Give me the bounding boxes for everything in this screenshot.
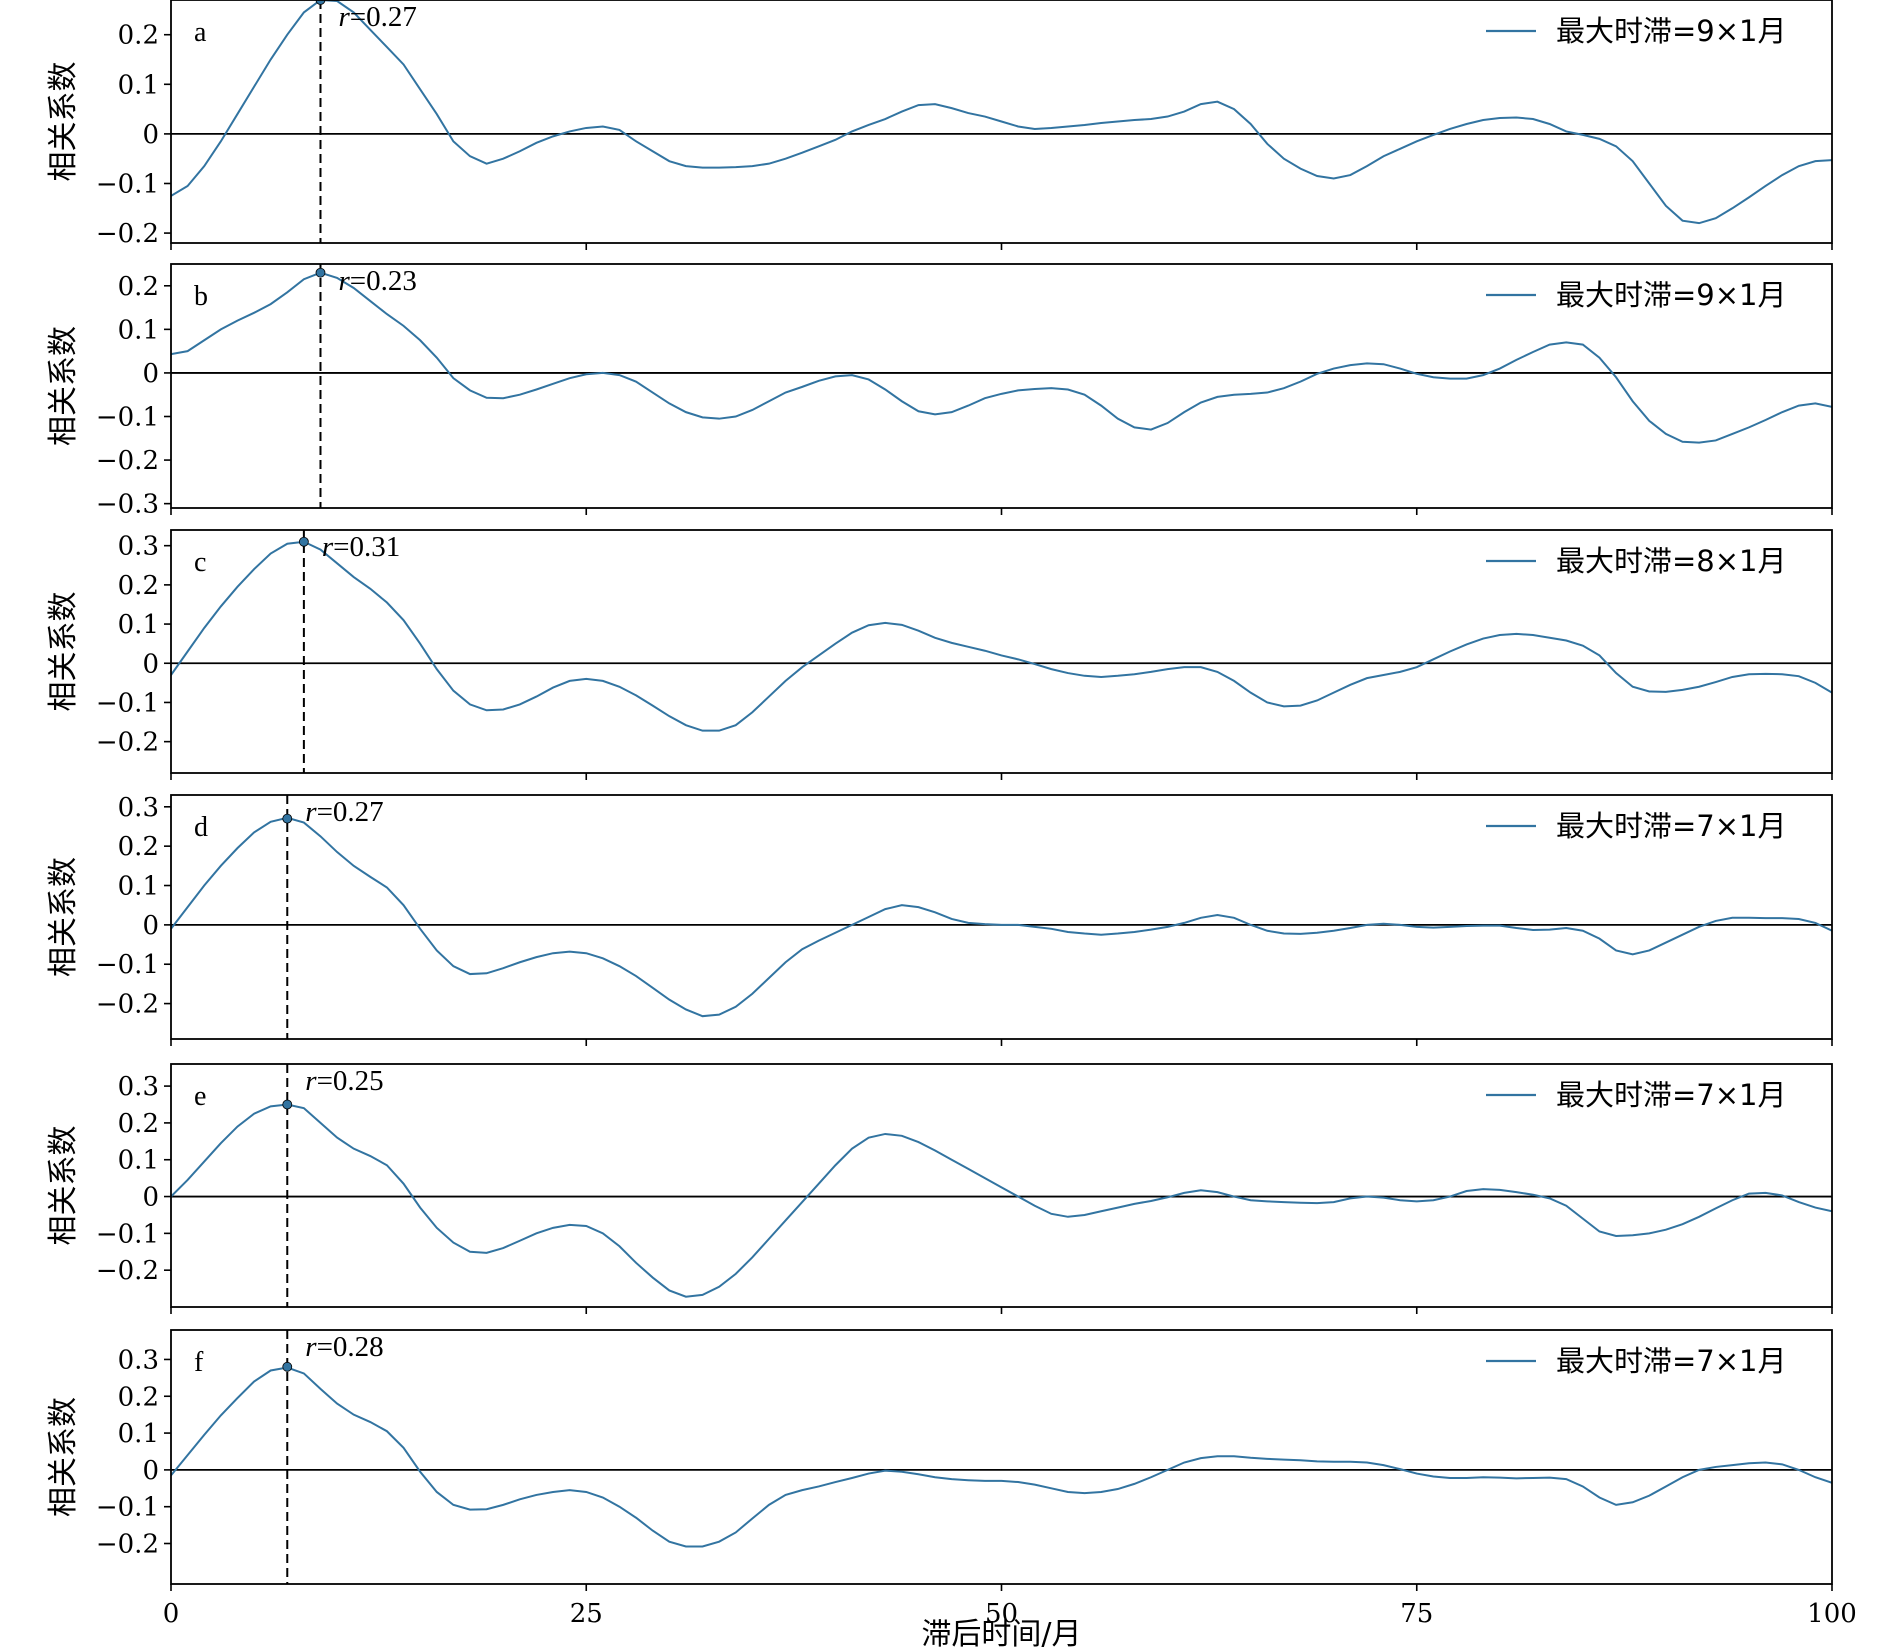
panel-b: 0.2 0.1 0 −0.1 −0.2 −0.3 相关系数 b r=0.23 最大时滞=9×1月 bbox=[46, 263, 1833, 520]
y-tick-label: −0.3 bbox=[96, 490, 159, 520]
y-tick-label: −0.2 bbox=[96, 990, 159, 1020]
y-tick-label: 0 bbox=[142, 911, 159, 941]
peak-r-label: r=0.27 bbox=[305, 796, 383, 828]
y-axis-label: 相关系数 bbox=[46, 592, 81, 712]
peak-r-value: =0.23 bbox=[350, 265, 417, 297]
peak-r-symbol: r bbox=[305, 1065, 317, 1097]
series-line bbox=[171, 540, 1832, 732]
y-tick-label: 0.2 bbox=[118, 832, 159, 862]
y-tick-label: 0.2 bbox=[118, 21, 159, 51]
y-tick-label: 0.3 bbox=[118, 793, 159, 823]
y-tick-label: −0.1 bbox=[96, 403, 159, 433]
y-tick-label: 0.3 bbox=[118, 1345, 159, 1375]
y-tick-label: −0.1 bbox=[96, 688, 159, 718]
peak-r-value: =0.25 bbox=[317, 1065, 384, 1097]
panel-d: 0.3 0.2 0.1 0 −0.1 −0.2 相关系数 d r=0.27 最大时滞=7×1月 bbox=[46, 793, 1833, 1046]
legend-label: 最大时滞=8×1月 bbox=[1556, 544, 1787, 578]
panel-c: 0.3 0.2 0.1 0 −0.1 −0.2 相关系数 c r=0.31 最大时滞=8×1月 bbox=[46, 529, 1833, 780]
y-tick-label: 0 bbox=[142, 359, 159, 389]
legend-label: 最大时滞=9×1月 bbox=[1556, 14, 1787, 48]
peak-r-symbol: r bbox=[338, 265, 350, 297]
y-tick-label: 0.3 bbox=[118, 532, 159, 562]
y-axis-label: 相关系数 bbox=[46, 1126, 81, 1246]
peak-r-symbol: r bbox=[305, 1331, 317, 1363]
peak-r-label: r=0.28 bbox=[305, 1331, 383, 1363]
y-tick-label: 0.1 bbox=[118, 872, 159, 902]
peak-r-value: =0.28 bbox=[317, 1331, 384, 1363]
y-tick-label: 0.2 bbox=[118, 571, 159, 601]
series-line bbox=[171, 0, 1832, 225]
peak-r-label: r=0.27 bbox=[338, 1, 416, 33]
peak-r-value: =0.27 bbox=[350, 1, 417, 33]
y-tick-label: −0.2 bbox=[96, 1256, 159, 1286]
panel-letter: d bbox=[194, 812, 208, 843]
peak-marker bbox=[282, 813, 293, 824]
y-tick-label: 0 bbox=[142, 1456, 159, 1486]
y-axis-label: 相关系数 bbox=[46, 1397, 81, 1517]
peak-marker bbox=[298, 536, 309, 547]
y-tick-label: 0.1 bbox=[118, 1419, 159, 1449]
y-tick-label: −0.2 bbox=[96, 219, 159, 249]
y-tick-label: 0.2 bbox=[118, 1109, 159, 1139]
x-tick-label: 75 bbox=[1400, 1599, 1433, 1629]
peak-r-label: r=0.31 bbox=[322, 531, 400, 563]
panel-letter: a bbox=[194, 17, 207, 48]
peak-r-symbol: r bbox=[322, 531, 334, 563]
x-tick-label: 100 bbox=[1807, 1599, 1857, 1629]
panel-letter: e bbox=[194, 1081, 206, 1112]
peak-r-value: =0.31 bbox=[333, 531, 400, 563]
series-line bbox=[171, 816, 1832, 1018]
y-tick-label: 0.2 bbox=[118, 1382, 159, 1412]
y-tick-label: 0.1 bbox=[118, 610, 159, 640]
panel-a: 0.2 0.1 0 −0.1 −0.2 相关系数 a r=0.27 最大时滞=9×1月 bbox=[46, 0, 1833, 250]
panel-letter: c bbox=[194, 547, 206, 578]
y-tick-label: 0.1 bbox=[118, 1146, 159, 1176]
y-axis-label: 相关系数 bbox=[46, 857, 81, 977]
x-tick-label: 0 bbox=[163, 1599, 180, 1629]
peak-r-value: =0.27 bbox=[317, 796, 384, 828]
panel-letter: b bbox=[194, 281, 208, 312]
y-tick-label: −0.1 bbox=[96, 169, 159, 199]
y-axis-label: 相关系数 bbox=[46, 62, 81, 182]
series-line bbox=[171, 271, 1832, 444]
y-tick-label: 0.3 bbox=[118, 1072, 159, 1102]
panel-f: 0.3 0.2 0.1 0 −0.1 −0.2 相关系数 f r=0.28 最大时滞=7×1月 0 2… bbox=[46, 1329, 1857, 1651]
y-tick-label: −0.2 bbox=[96, 1530, 159, 1560]
y-tick-label: −0.2 bbox=[96, 728, 159, 758]
y-tick-label: 0 bbox=[142, 649, 159, 679]
y-axis-label: 相关系数 bbox=[46, 326, 81, 446]
x-axis-label: 滞后时间/月 bbox=[921, 1617, 1081, 1651]
y-tick-label: 0.1 bbox=[118, 70, 159, 100]
y-tick-label: 0.1 bbox=[118, 315, 159, 345]
legend-label: 最大时滞=7×1月 bbox=[1556, 1344, 1787, 1378]
legend-label: 最大时滞=7×1月 bbox=[1556, 809, 1787, 843]
legend-label: 最大时滞=9×1月 bbox=[1556, 278, 1787, 312]
y-tick-label: −0.1 bbox=[96, 1219, 159, 1249]
x-tick-label: 50 bbox=[985, 1599, 1018, 1629]
peak-r-label: r=0.23 bbox=[338, 265, 416, 297]
peak-marker bbox=[315, 0, 326, 5]
y-tick-label: 0 bbox=[142, 1183, 159, 1213]
x-tick-label: 25 bbox=[570, 1599, 603, 1629]
y-tick-label: −0.1 bbox=[96, 950, 159, 980]
peak-marker bbox=[282, 1361, 293, 1372]
peak-r-label: r=0.25 bbox=[305, 1065, 383, 1097]
panel-e: 0.3 0.2 0.1 0 −0.1 −0.2 相关系数 e r=0.25 最大时滞=7×1月 bbox=[46, 1063, 1833, 1314]
y-tick-label: −0.2 bbox=[96, 446, 159, 476]
peak-marker bbox=[315, 267, 326, 278]
series-line bbox=[171, 1103, 1832, 1298]
peak-marker bbox=[282, 1099, 293, 1110]
panel-letter: f bbox=[194, 1347, 204, 1378]
series-line bbox=[171, 1366, 1832, 1548]
y-tick-label: 0.2 bbox=[118, 272, 159, 302]
y-tick-label: −0.1 bbox=[96, 1493, 159, 1523]
peak-r-symbol: r bbox=[338, 1, 350, 33]
y-tick-label: 0 bbox=[142, 120, 159, 150]
peak-r-symbol: r bbox=[305, 796, 317, 828]
legend-label: 最大时滞=7×1月 bbox=[1556, 1078, 1787, 1112]
